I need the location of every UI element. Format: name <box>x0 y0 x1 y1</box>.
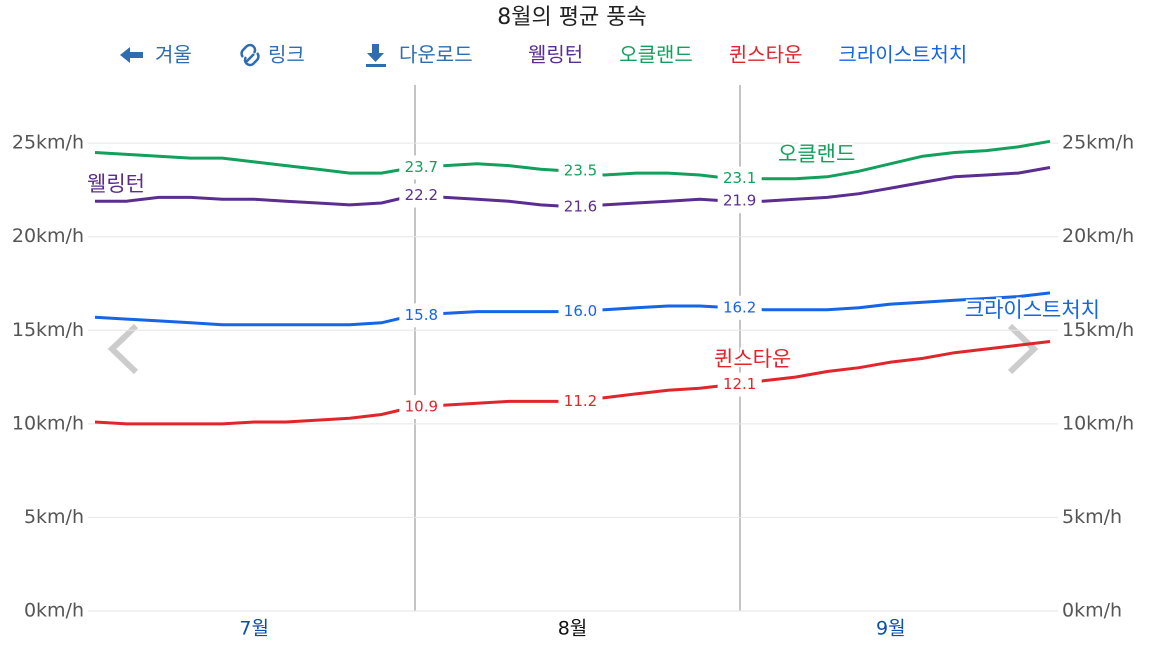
label-gap <box>399 395 444 420</box>
y2-tick-label: 5km/h <box>1062 506 1122 528</box>
x-tick-label: 7월 <box>239 618 269 640</box>
data-label: 21.6 <box>564 197 597 215</box>
data-label: 23.7 <box>405 158 438 176</box>
label-gap <box>558 194 603 219</box>
link-icon <box>240 43 260 67</box>
y-tick-label: 15km/h <box>12 319 84 341</box>
y-tick-label: 0km/h <box>24 600 84 622</box>
legend-entry[interactable]: 크라이스트처치 <box>838 43 967 67</box>
data-label: 15.8 <box>405 306 438 324</box>
legend-entry[interactable]: 웰링턴 <box>528 43 583 67</box>
back-icon <box>120 47 143 63</box>
label-gap <box>399 155 444 180</box>
y-tick-label: 25km/h <box>12 132 84 154</box>
data-label: 16.0 <box>564 302 597 320</box>
series-annotation: 퀸스타운 <box>714 347 791 371</box>
y2-tick-label: 10km/h <box>1062 412 1134 434</box>
data-label: 11.2 <box>564 392 597 410</box>
x-tick-label: 9월 <box>876 618 906 640</box>
y-tick-label: 20km/h <box>12 225 84 247</box>
nav-label[interactable]: 링크 <box>268 43 305 67</box>
data-label: 22.2 <box>405 186 438 204</box>
series-annotation: 웰링턴 <box>87 172 145 196</box>
y2-tick-label: 20km/h <box>1062 225 1134 247</box>
data-label: 23.5 <box>564 162 597 180</box>
carousel-prev[interactable] <box>107 323 139 375</box>
label-gap <box>399 183 444 208</box>
y2-tick-label: 0km/h <box>1062 600 1122 622</box>
y2-tick-label: 15km/h <box>1062 319 1134 341</box>
legend-entry[interactable]: 오클랜드 <box>619 43 693 67</box>
label-gap <box>558 389 603 414</box>
data-label: 23.1 <box>723 169 756 187</box>
nav-link[interactable]: 링크 <box>240 43 305 67</box>
label-gap <box>717 166 762 191</box>
y-tick-label: 10km/h <box>12 412 84 434</box>
data-label: 16.2 <box>723 298 756 316</box>
data-label: 10.9 <box>405 398 438 416</box>
label-gap <box>717 295 762 320</box>
y2-tick-label: 25km/h <box>1062 132 1134 154</box>
label-gap <box>717 189 762 214</box>
nav-download[interactable]: 다운로드 <box>366 43 473 68</box>
nav-label[interactable]: 다운로드 <box>399 43 473 67</box>
label-gap <box>717 372 762 397</box>
download-icon <box>366 44 386 67</box>
data-label: 12.1 <box>723 375 756 393</box>
chart-title: 8월의 평균 풍속 <box>497 5 646 30</box>
carousel-next[interactable] <box>1007 323 1039 375</box>
x-tick-label: 8월 <box>558 618 588 640</box>
nav-label[interactable]: 겨울 <box>155 43 192 67</box>
series-annotation: 크라이스트처치 <box>965 298 1100 322</box>
data-label: 21.9 <box>723 192 756 210</box>
nav-back[interactable]: 겨울 <box>120 43 192 67</box>
legend-entry[interactable]: 퀸스타운 <box>729 43 803 67</box>
y-tick-label: 5km/h <box>24 506 84 528</box>
label-gap <box>399 303 444 328</box>
label-gap <box>558 299 603 324</box>
grid <box>88 142 1058 612</box>
label-gap <box>558 159 603 184</box>
series-annotation: 오클랜드 <box>778 142 855 166</box>
